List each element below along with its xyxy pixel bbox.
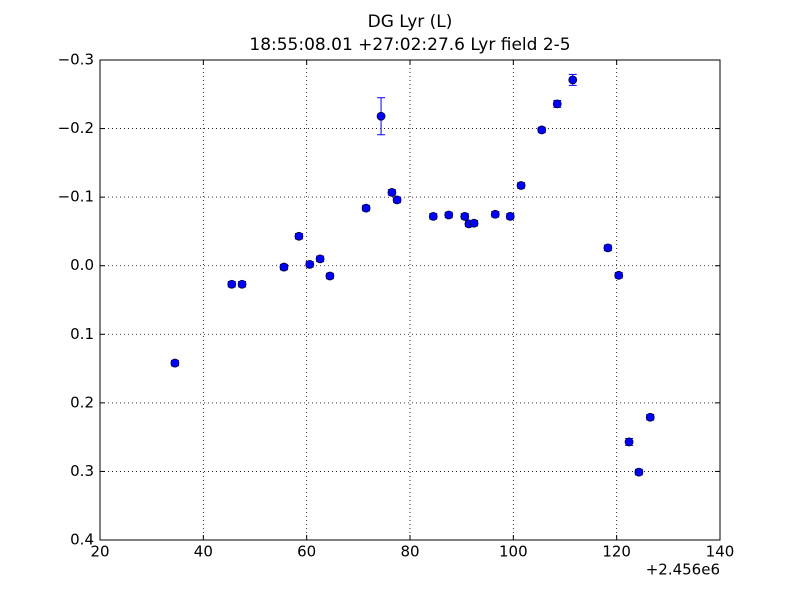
y-tick-label: −0.2 <box>58 119 94 137</box>
data-point <box>305 259 315 269</box>
data-point <box>170 358 180 368</box>
plot-frame <box>99 59 721 541</box>
x-tick-label: 120 <box>602 543 631 561</box>
data-point <box>537 125 547 135</box>
chart-title: DG Lyr (L) <box>368 12 453 32</box>
x-tick-label: 100 <box>499 543 528 561</box>
data-point <box>376 111 386 121</box>
data-point <box>603 243 613 253</box>
data-point <box>634 467 644 477</box>
y-tick-label: 0.2 <box>70 393 94 411</box>
data-point <box>227 279 237 289</box>
x-tick-label: 140 <box>706 543 735 561</box>
chart-subtitle: 18:55:08.01 +27:02:27.6 Lyr field 2-5 <box>249 35 570 55</box>
data-point <box>568 75 578 85</box>
data-point <box>624 437 634 447</box>
x-tick-label: 60 <box>297 543 316 561</box>
data-point <box>469 218 479 228</box>
data-point <box>392 195 402 205</box>
y-tick-label: 0.3 <box>70 462 94 480</box>
data-point <box>444 210 454 220</box>
y-tick-label: 0.1 <box>70 325 94 343</box>
data-point <box>279 262 289 272</box>
data-point <box>325 271 335 281</box>
x-tick-label: 80 <box>400 543 419 561</box>
data-point <box>614 270 624 280</box>
data-point <box>237 279 247 289</box>
data-point <box>387 187 397 197</box>
data-point <box>645 412 655 422</box>
data-point <box>315 254 325 264</box>
y-tick-label: −0.3 <box>58 51 94 69</box>
y-tick-label: −0.1 <box>58 188 94 206</box>
data-point <box>428 211 438 221</box>
data-point <box>361 203 371 213</box>
x-offset-label: +2.456e6 <box>646 561 720 579</box>
data-point <box>505 211 515 221</box>
data-point <box>552 99 562 109</box>
y-tick-label: 0.4 <box>70 531 94 549</box>
data-point <box>490 209 500 219</box>
data-point <box>516 181 526 190</box>
y-tick-label: 0.0 <box>70 256 94 274</box>
x-tick-label: 40 <box>194 543 213 561</box>
data-point <box>460 211 470 221</box>
data-point <box>294 231 304 241</box>
x-tick-label: 20 <box>90 543 109 561</box>
